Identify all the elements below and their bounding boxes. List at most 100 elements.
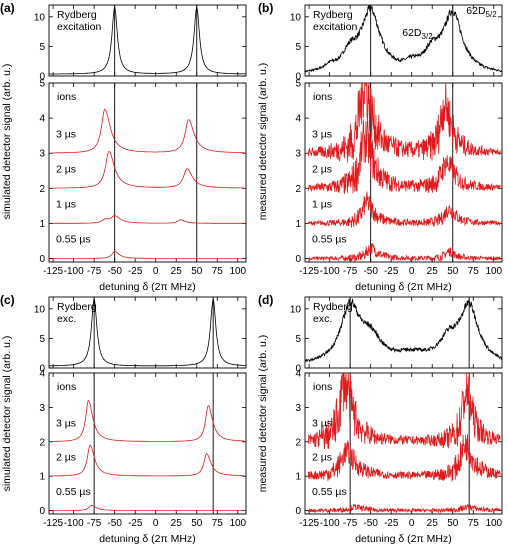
plot-frame	[48, 4, 247, 77]
y-tick-label: 0	[295, 506, 301, 517]
state-annotation-subscript: 3/2	[422, 32, 434, 41]
ion-signal-trace	[52, 215, 245, 224]
subplot-label: ions	[313, 381, 332, 393]
x-tick-label: 75	[468, 266, 480, 277]
x-tick-label: 50	[447, 518, 459, 529]
x-tick-label: 25	[171, 266, 183, 277]
rydberg-excitation-trace	[49, 298, 246, 367]
x-axis-label: detuning δ (2π MHz)	[355, 533, 452, 544]
ion-signal-trace	[52, 504, 245, 511]
series-label: 2 µs	[312, 164, 332, 176]
rydberg-excitation-trace	[49, 6, 246, 75]
subplot-label: Rydberg	[57, 9, 97, 21]
ion-subplot: 0 1 2 3 4 5 -125 -100 -75 -50 -25 0 25 50 75 100 ions 0.5…	[39, 79, 246, 278]
x-tick-label: -25	[384, 266, 399, 277]
state-annotation-subscript: 5/2	[486, 10, 498, 19]
x-tick-label: -125	[43, 518, 63, 529]
plot-frame	[48, 82, 247, 263]
series-label: 3 µs	[56, 128, 76, 140]
subplot-label: Rydberg	[313, 301, 353, 313]
y-axis-label: simulated detector signal (arb. u.)	[1, 64, 13, 220]
y-tick-label: 5	[295, 42, 301, 53]
plot-frame	[304, 372, 503, 515]
x-tick-label: 100	[229, 266, 246, 277]
x-tick-label: -100	[64, 266, 84, 277]
x-tick-label: -25	[384, 518, 399, 529]
y-tick-label: 0	[295, 364, 301, 375]
series-label: 1 µs	[312, 199, 332, 211]
y-tick-label: 1	[39, 219, 45, 230]
y-tick-label: 1	[295, 472, 301, 483]
ion-subplot: 0 1 2 3 4 -125 -100 -75 -50 -25 0 25 50 75 100 ions 0.55…	[39, 369, 246, 530]
y-tick-label: 5	[39, 334, 45, 345]
y-tick-label: 1	[39, 472, 45, 483]
x-tick-label: 25	[427, 266, 439, 277]
x-tick-label: -75	[87, 518, 102, 529]
y-tick-label: 1	[295, 219, 301, 230]
y-tick-label: 2	[39, 184, 45, 195]
subplot-label: ions	[57, 381, 76, 393]
y-tick-label: 0	[295, 254, 301, 265]
ion-subplot: 0 1 2 3 4 5 -125 -100 -75 -50 -25 0 25 50 75 100 ions 0.5…	[295, 79, 503, 278]
y-axis-label: simulated detector signal (arb. u.)	[1, 336, 13, 492]
plot-frame	[304, 4, 503, 77]
ion-subplot: 0 1 2 3 4 -125 -100 -75 -50 -25 0 25 50 75 100 ions 0.55…	[295, 369, 503, 530]
y-tick-label: 4	[39, 114, 45, 125]
x-tick-label: 50	[191, 266, 203, 277]
x-tick-label: -100	[64, 518, 84, 529]
state-annotation: 62D3/2	[402, 27, 433, 41]
subplot-label: exc.	[57, 313, 76, 325]
state-annotation-base: 62D	[402, 27, 422, 39]
y-tick-label: 5	[295, 79, 301, 90]
x-axis-label: detuning δ (2π MHz)	[99, 281, 196, 293]
subplot-label: excitation	[313, 21, 358, 33]
ion-signal-trace	[52, 444, 245, 477]
x-tick-label: -50	[363, 518, 378, 529]
x-tick-label: -75	[343, 266, 358, 277]
series-label: 1 µs	[56, 199, 76, 211]
series-label: 3 µs	[312, 417, 332, 429]
x-tick-label: -75	[87, 266, 102, 277]
ion-signal-trace	[52, 400, 245, 442]
plot-frame	[48, 296, 247, 369]
x-tick-label: -50	[107, 266, 122, 277]
series-label: 0.55 µs	[312, 234, 347, 246]
subplot-label: exc.	[313, 313, 332, 325]
ion-signal-trace	[307, 243, 501, 262]
y-tick-label: 0	[39, 254, 45, 265]
series-label: 2 µs	[56, 452, 76, 464]
x-tick-label: 25	[427, 518, 439, 529]
series-label: 3 µs	[56, 417, 76, 429]
series-label: 0.55 µs	[56, 234, 91, 246]
y-axis-label: measured detector signal (arb. u.)	[257, 63, 269, 221]
x-tick-label: 0	[409, 266, 415, 277]
y-tick-label: 0	[39, 506, 45, 517]
y-tick-label: 2	[295, 437, 301, 448]
subplot-label: Rydberg	[57, 301, 97, 313]
x-tick-label: -25	[128, 518, 143, 529]
ion-signal-trace	[52, 151, 245, 189]
x-axis-label: detuning δ (2π MHz)	[355, 281, 452, 293]
series-label: 0.55 µs	[56, 486, 91, 498]
plot-frame	[304, 82, 503, 263]
y-tick-label: 4	[295, 114, 301, 125]
x-tick-label: -125	[43, 266, 63, 277]
ion-signal-trace	[307, 373, 501, 450]
y-tick-label: 10	[290, 12, 302, 23]
panel-b: (b) measured detector signal (arb. u.) det…	[257, 1, 503, 293]
y-tick-label: 0	[295, 72, 301, 83]
panel-c: (c) simulated detector signal (arb. u.) de…	[0, 293, 247, 544]
panel-label: (a)	[0, 1, 15, 15]
plot-frame	[48, 372, 247, 515]
subplot-label: excitation	[57, 21, 102, 33]
panel-label: (b)	[258, 1, 273, 15]
y-tick-label: 2	[39, 437, 45, 448]
x-tick-label: -75	[343, 518, 358, 529]
subplot-label: ions	[57, 91, 76, 103]
y-tick-label: 4	[39, 369, 45, 380]
